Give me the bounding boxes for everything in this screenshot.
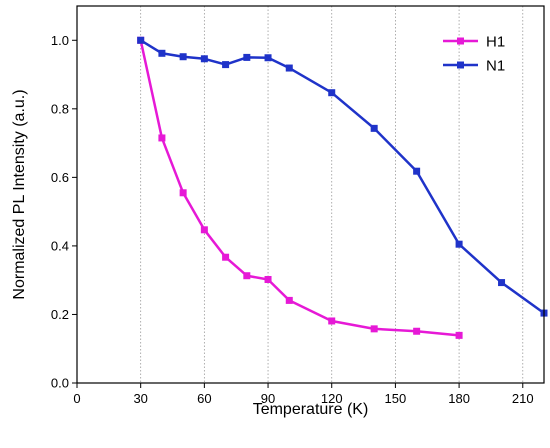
y-tick-label: 1.0 xyxy=(51,33,69,48)
series-line-n1 xyxy=(140,39,545,315)
data-point-h1 xyxy=(370,325,378,333)
data-point-h1 xyxy=(222,253,230,261)
data-point-n1 xyxy=(498,279,506,287)
data-point-n1 xyxy=(285,64,293,72)
data-point-h1 xyxy=(413,327,421,335)
data-point-h1 xyxy=(285,296,293,304)
series-layer xyxy=(137,36,548,339)
data-point-h1 xyxy=(328,317,336,325)
x-tick-label: 90 xyxy=(261,391,275,406)
data-point-n1 xyxy=(328,89,336,97)
data-point-h1 xyxy=(264,275,272,283)
legend-label: N1 xyxy=(486,58,505,75)
legend-label: H1 xyxy=(486,34,505,51)
x-tick-label: 210 xyxy=(512,391,534,406)
y-tick-label: 0.4 xyxy=(51,238,69,253)
data-point-h1 xyxy=(158,134,166,142)
data-point-n1 xyxy=(200,55,208,63)
series-h1 xyxy=(137,36,463,339)
series-n1 xyxy=(137,36,548,317)
data-point-n1 xyxy=(243,53,251,61)
data-point-n1 xyxy=(413,167,421,175)
y-tick-label: 0.0 xyxy=(51,376,69,391)
data-point-h1 xyxy=(179,189,187,197)
plot-frame xyxy=(76,5,545,384)
x-tick-label: 120 xyxy=(321,391,343,406)
legend-item-h1: H1 xyxy=(443,34,505,51)
y-axis-label: Normalized PL Intensity (a.u.) xyxy=(11,89,28,299)
data-point-h1 xyxy=(200,226,208,234)
grid-lines xyxy=(140,6,524,383)
data-point-h1 xyxy=(455,331,463,339)
data-point-n1 xyxy=(137,36,145,44)
data-point-h1 xyxy=(243,272,251,280)
x-tick-label: 0 xyxy=(73,391,80,406)
legend-item-n1: N1 xyxy=(443,58,505,75)
y-tick-label: 0.6 xyxy=(51,170,69,185)
data-point-n1 xyxy=(222,61,230,69)
x-tick-label: 30 xyxy=(133,391,147,406)
y-tick-label: 0.8 xyxy=(51,101,69,116)
data-point-n1 xyxy=(370,124,378,132)
x-tick-label: 150 xyxy=(385,391,407,406)
x-tick-label: 60 xyxy=(197,391,211,406)
data-point-n1 xyxy=(158,49,166,57)
data-point-n1 xyxy=(455,240,463,248)
axis-ticks: 0 30 60 90 120 150 180 210 0.0 0.2 0.4 0.6 0.8 1.0 xyxy=(51,33,534,406)
legend-marker xyxy=(457,61,464,69)
series-line-h1 xyxy=(139,40,460,337)
data-point-n1 xyxy=(179,53,187,61)
x-axis-label: Temperature (K) xyxy=(253,401,369,418)
data-point-n1 xyxy=(264,54,272,62)
legend-marker xyxy=(457,37,464,45)
y-tick-label: 0.2 xyxy=(51,307,69,322)
x-tick-label: 180 xyxy=(448,391,470,406)
